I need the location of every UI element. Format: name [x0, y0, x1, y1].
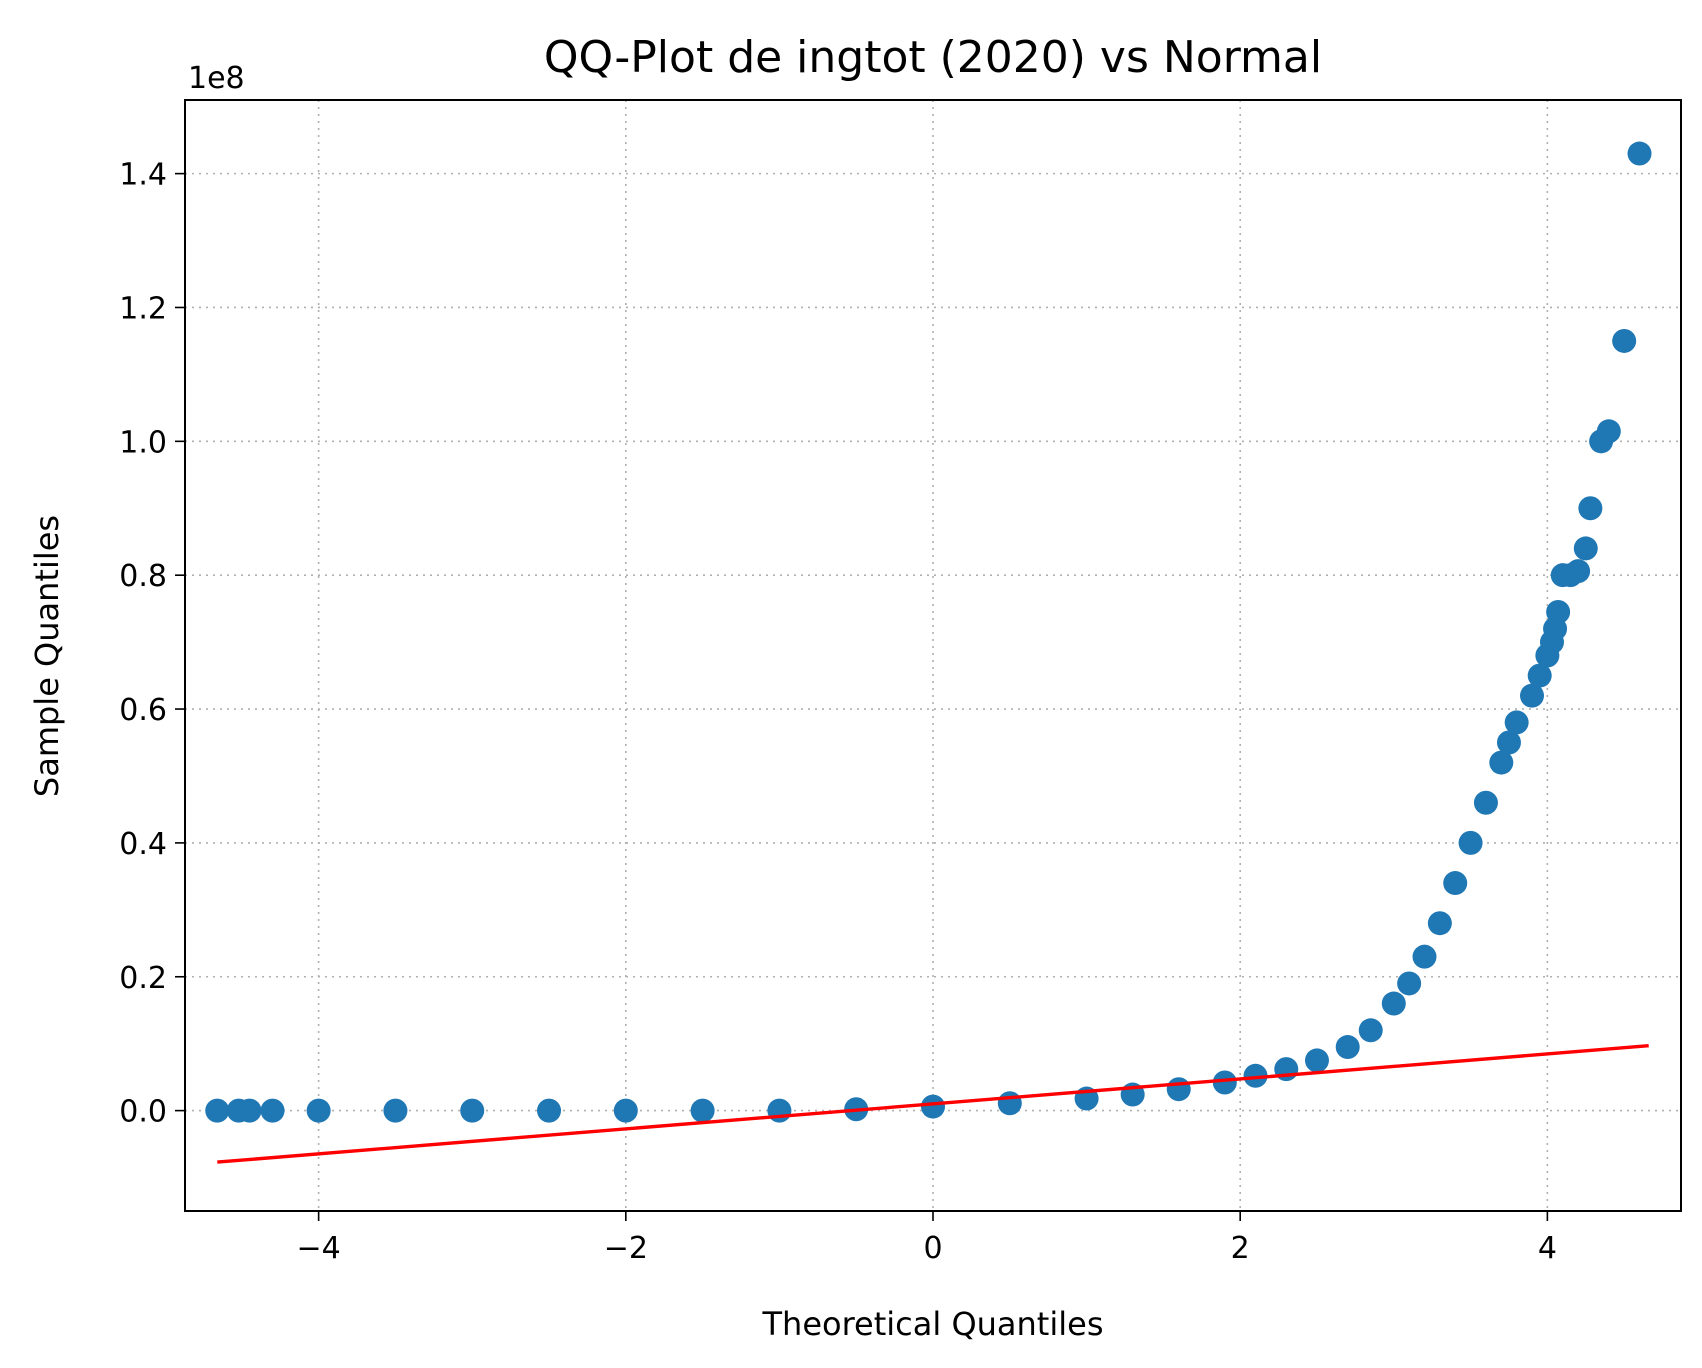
data-point — [1335, 1035, 1360, 1060]
data-layer — [205, 141, 1652, 1164]
data-point — [1212, 1070, 1237, 1095]
y-tick-label: 0.6 — [119, 693, 167, 728]
y-tick-label: 0.4 — [119, 827, 167, 862]
data-point — [1397, 971, 1422, 996]
y-axis-offset-label: 1e8 — [188, 61, 245, 96]
data-point — [1166, 1077, 1191, 1102]
data-point — [1473, 790, 1498, 815]
data-point — [1596, 419, 1621, 444]
y-tick-label: 1.2 — [119, 291, 167, 326]
y-axis-label: Sample Quantiles — [28, 515, 66, 797]
data-point — [767, 1098, 792, 1123]
reference-line — [217, 1044, 1649, 1164]
y-tick-label: 0.0 — [119, 1095, 167, 1130]
x-axis-label: Theoretical Quantiles — [762, 1305, 1104, 1343]
data-point — [1304, 1048, 1329, 1073]
data-point — [1612, 328, 1637, 353]
data-point — [260, 1098, 285, 1123]
data-point — [1458, 830, 1483, 855]
data-point — [1496, 730, 1521, 755]
data-point — [1412, 944, 1437, 969]
data-point — [237, 1098, 262, 1123]
data-point — [690, 1098, 715, 1123]
y-tick-label: 0.8 — [119, 559, 167, 594]
data-point — [537, 1098, 562, 1123]
data-point — [1546, 599, 1571, 624]
data-point — [1504, 710, 1529, 735]
data-point — [1381, 991, 1406, 1016]
data-point — [1489, 750, 1514, 775]
x-tick-label: −2 — [604, 1231, 648, 1266]
x-tick-label: 2 — [1231, 1231, 1250, 1266]
data-point — [1578, 496, 1603, 521]
data-point — [1527, 663, 1552, 688]
data-point — [1243, 1063, 1268, 1088]
grid — [185, 100, 1681, 1211]
data-point — [306, 1098, 331, 1123]
x-tick-label: −4 — [297, 1231, 341, 1266]
data-point — [205, 1098, 230, 1123]
data-point — [1573, 536, 1598, 561]
y-tick-label: 0.2 — [119, 961, 167, 996]
data-point — [921, 1094, 945, 1119]
data-point — [1627, 141, 1652, 166]
x-tick-label: 4 — [1538, 1231, 1557, 1266]
chart-title: QQ-Plot de ingtot (2020) vs Normal — [544, 32, 1322, 83]
axis-ticks: −4 −2 0 2 4 0.0 0.2 0.4 0.6 0.8 1.0 1.2 1.4 — [119, 158, 1557, 1266]
data-point — [1566, 559, 1591, 584]
data-point — [1358, 1018, 1383, 1043]
data-point — [1520, 683, 1545, 708]
data-point — [997, 1091, 1022, 1116]
data-point — [460, 1098, 485, 1123]
data-point — [613, 1098, 638, 1123]
data-point — [383, 1098, 408, 1123]
y-tick-label: 1.0 — [119, 425, 167, 460]
y-tick-label: 1.4 — [119, 158, 167, 193]
x-tick-label: 0 — [923, 1231, 942, 1266]
data-point — [1427, 911, 1452, 936]
data-point — [1443, 871, 1468, 896]
